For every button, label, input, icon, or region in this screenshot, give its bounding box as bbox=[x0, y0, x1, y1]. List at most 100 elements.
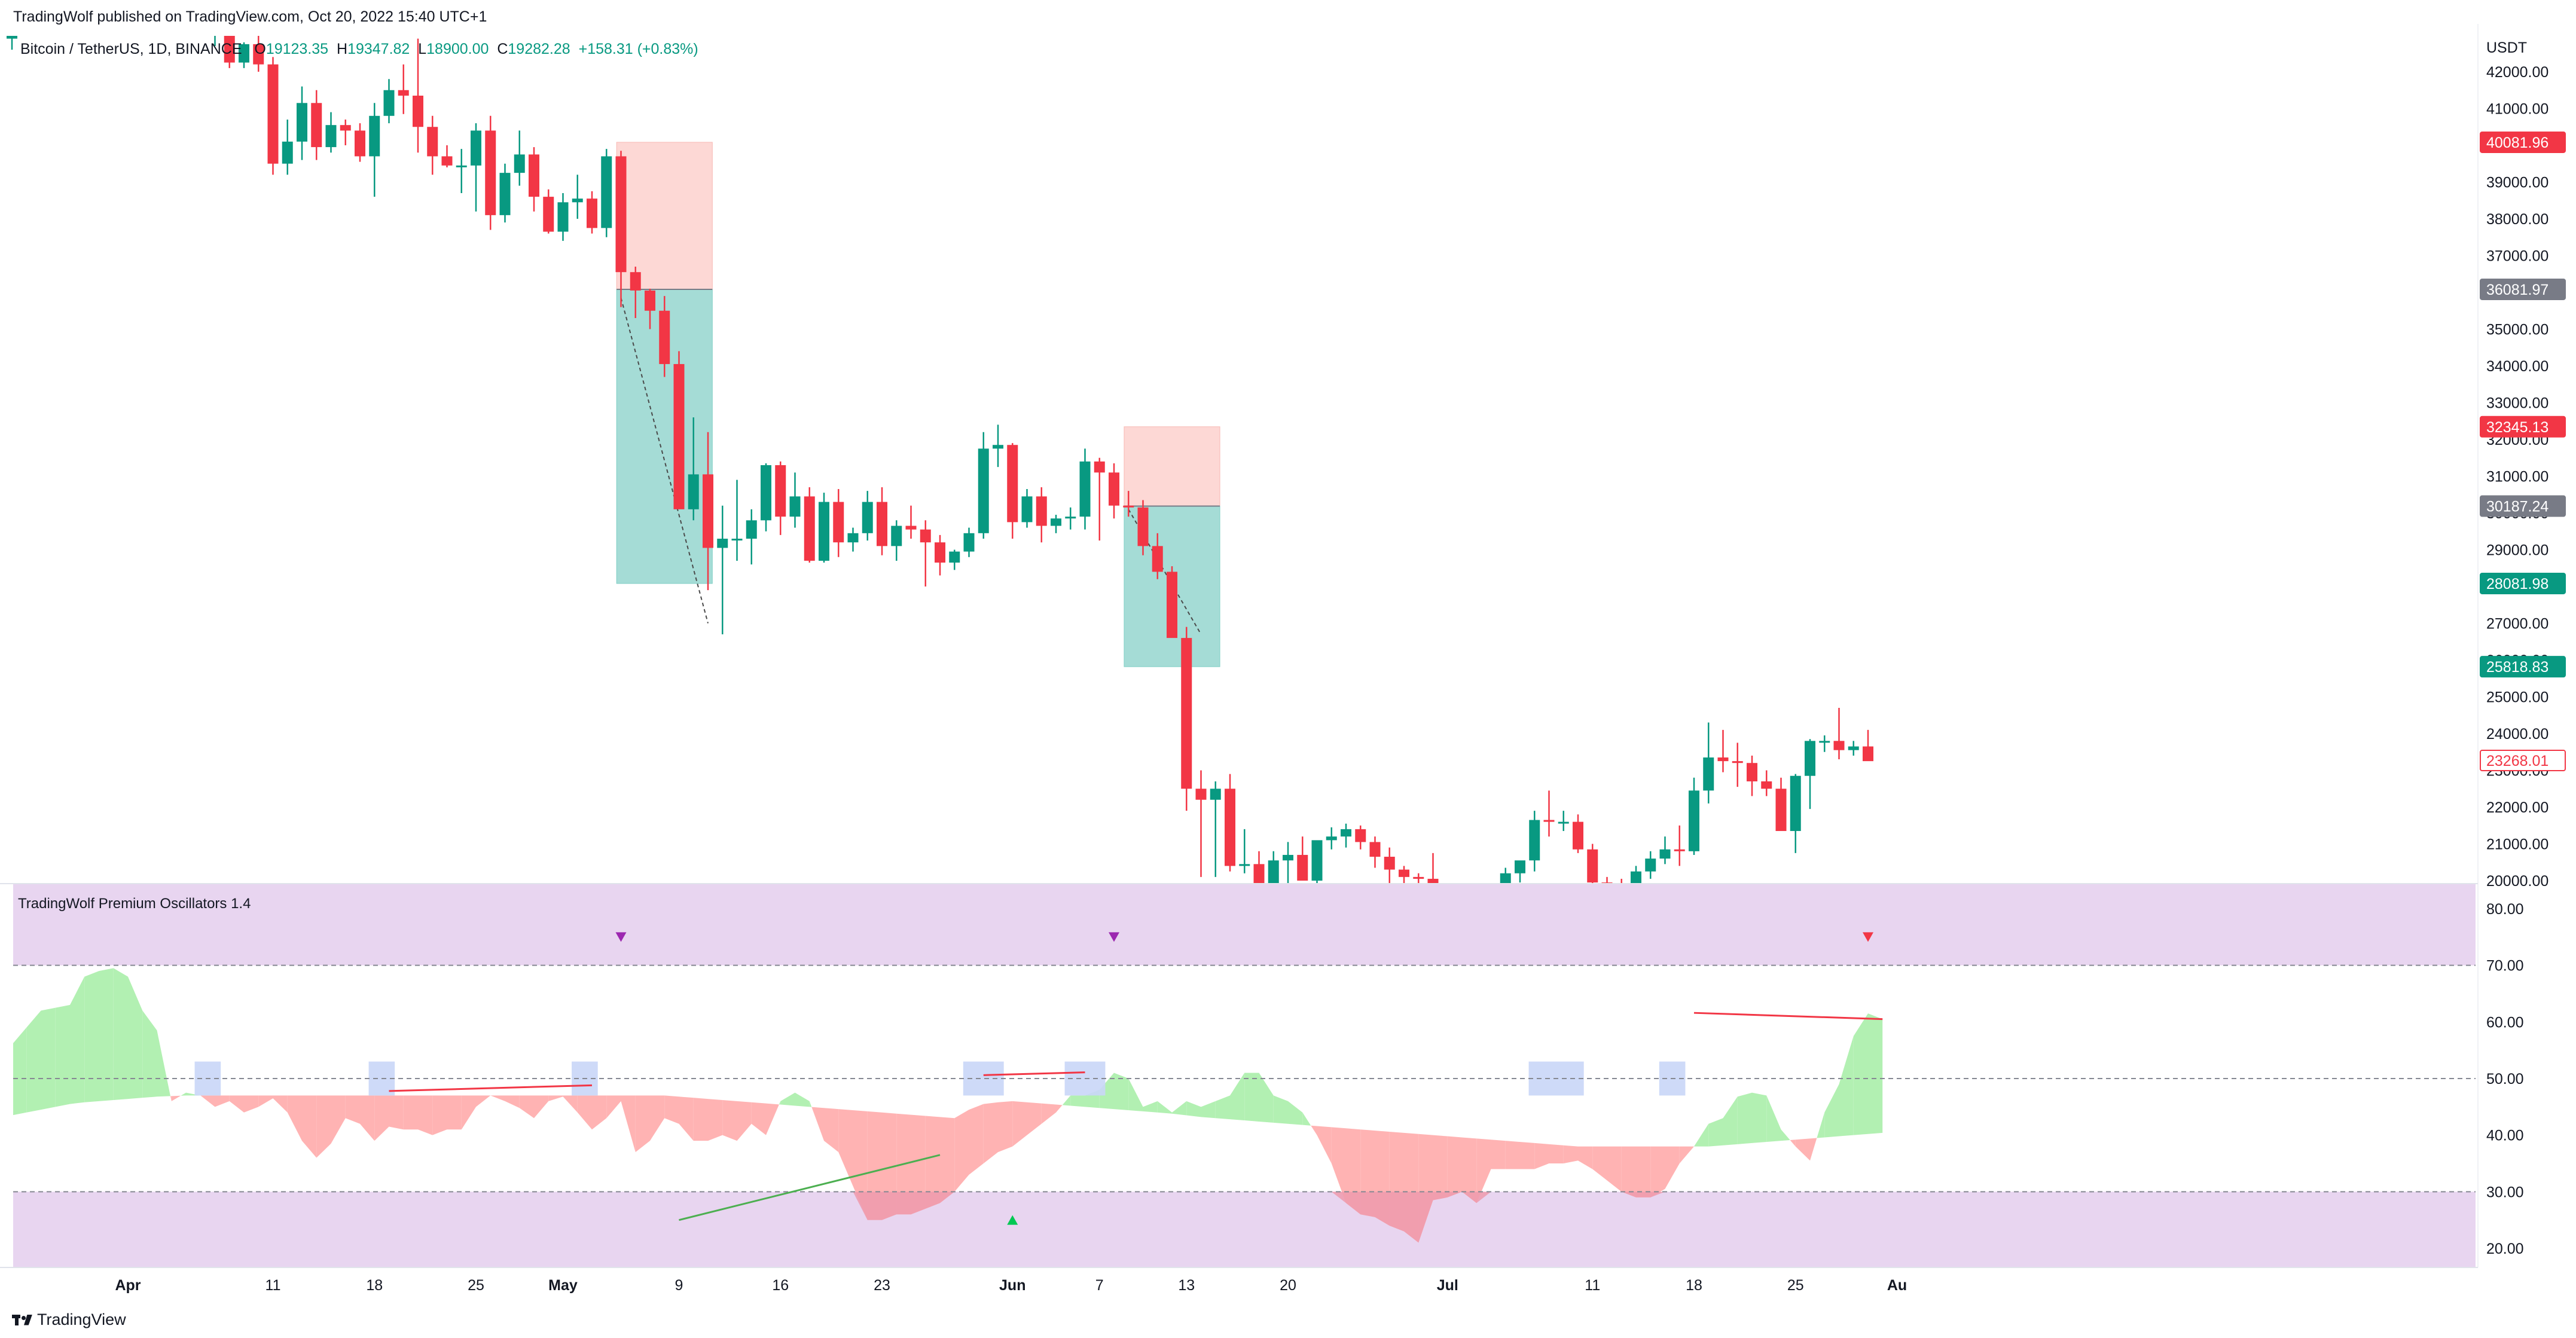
buy-signal-marker[interactable] bbox=[1007, 1215, 1018, 1225]
candle[interactable] bbox=[615, 151, 627, 307]
candle[interactable] bbox=[1253, 851, 1265, 969]
candle[interactable] bbox=[529, 147, 539, 212]
price-marker-label[interactable]: 30187.24 bbox=[2480, 495, 2566, 517]
candlestick-series[interactable] bbox=[7, 0, 1873, 969]
candle[interactable] bbox=[1500, 867, 1511, 915]
candle[interactable] bbox=[1355, 825, 1366, 850]
candle[interactable] bbox=[1833, 707, 1845, 760]
candle[interactable] bbox=[1036, 487, 1047, 543]
candle[interactable] bbox=[1775, 777, 1787, 831]
candle[interactable] bbox=[659, 296, 670, 377]
candle[interactable] bbox=[847, 527, 859, 552]
candle[interactable] bbox=[1181, 627, 1192, 811]
candle[interactable] bbox=[1558, 811, 1569, 831]
candle[interactable] bbox=[1761, 770, 1772, 796]
candle[interactable] bbox=[630, 266, 641, 319]
candle[interactable] bbox=[1123, 491, 1134, 517]
oscillator-pane[interactable] bbox=[0, 883, 2478, 1267]
candle[interactable] bbox=[297, 86, 307, 160]
candle[interactable] bbox=[1051, 515, 1061, 533]
candle[interactable] bbox=[833, 489, 844, 557]
candle[interactable] bbox=[1021, 489, 1033, 528]
symbol-legend[interactable]: Bitcoin / TetherUS, 1D, BINANCE O19123.3… bbox=[20, 41, 698, 58]
candle[interactable] bbox=[746, 509, 757, 565]
candle[interactable] bbox=[1529, 811, 1540, 872]
candle[interactable] bbox=[471, 123, 481, 212]
candle[interactable] bbox=[1703, 722, 1714, 804]
candle[interactable] bbox=[978, 432, 989, 539]
oscillator-title[interactable]: TradingWolf Premium Oscillators 1.4 bbox=[18, 896, 251, 912]
price-marker-label[interactable]: 28081.98 bbox=[2480, 572, 2566, 594]
candle[interactable] bbox=[499, 163, 511, 223]
candle[interactable] bbox=[398, 64, 409, 114]
candle[interactable] bbox=[441, 145, 453, 167]
candle[interactable] bbox=[1239, 829, 1250, 873]
candle[interactable] bbox=[1645, 851, 1656, 879]
position-tools[interactable] bbox=[616, 142, 1220, 667]
candle[interactable] bbox=[543, 189, 554, 234]
sell-signal-marker[interactable] bbox=[615, 932, 627, 942]
candle[interactable] bbox=[1384, 847, 1395, 888]
candle[interactable] bbox=[1848, 741, 1859, 756]
candle[interactable] bbox=[1573, 814, 1583, 853]
candle[interactable] bbox=[1007, 443, 1018, 539]
candle[interactable] bbox=[1137, 500, 1149, 555]
candle[interactable] bbox=[717, 505, 728, 634]
candle[interactable] bbox=[1341, 823, 1351, 848]
candle[interactable] bbox=[572, 175, 583, 219]
symbol-name[interactable]: Bitcoin / TetherUS, 1D, BINANCE bbox=[20, 41, 242, 57]
candle[interactable] bbox=[819, 493, 829, 563]
candle[interactable] bbox=[703, 432, 713, 591]
candle[interactable] bbox=[1109, 463, 1119, 519]
candle[interactable] bbox=[920, 520, 931, 586]
candle[interactable] bbox=[557, 193, 569, 241]
candle[interactable] bbox=[427, 115, 438, 175]
oscillator-axis[interactable]: 80.00 70.00 60.00 50.00 40.00 30.00 20.00 bbox=[2486, 901, 2524, 1257]
tradingview-brand[interactable]: TradingView bbox=[12, 1310, 126, 1329]
candle[interactable] bbox=[1369, 836, 1381, 868]
candle[interactable] bbox=[935, 534, 945, 576]
candle[interactable] bbox=[325, 112, 337, 153]
candle[interactable] bbox=[1167, 566, 1177, 639]
candle[interactable] bbox=[210, 2, 221, 46]
candle[interactable] bbox=[1790, 774, 1801, 853]
candle[interactable] bbox=[1717, 729, 1729, 772]
candle[interactable] bbox=[789, 472, 801, 528]
price-axis[interactable]: USDT42000.0041000.0040000.0039000.003800… bbox=[2477, 24, 2566, 1267]
candle[interactable] bbox=[1297, 836, 1308, 881]
candle[interactable] bbox=[311, 90, 322, 160]
candle[interactable] bbox=[1747, 755, 1757, 796]
candle[interactable] bbox=[1805, 739, 1815, 809]
candle[interactable] bbox=[239, 42, 249, 68]
sell-signal-marker[interactable] bbox=[1109, 932, 1119, 942]
candle[interactable] bbox=[456, 149, 467, 193]
candle[interactable] bbox=[993, 424, 1003, 468]
candle[interactable] bbox=[340, 119, 351, 145]
price-pane[interactable] bbox=[7, 0, 1873, 969]
price-marker-label[interactable]: 32345.13 bbox=[2480, 416, 2566, 438]
price-marker-label[interactable]: 40081.96 bbox=[2480, 131, 2566, 153]
candle[interactable] bbox=[877, 487, 887, 555]
candle[interactable] bbox=[1427, 853, 1439, 905]
sell-signal-marker[interactable] bbox=[1863, 932, 1873, 942]
candle[interactable] bbox=[1195, 770, 1207, 877]
candle[interactable] bbox=[282, 119, 293, 175]
candle[interactable] bbox=[949, 549, 960, 570]
candle[interactable] bbox=[1079, 448, 1091, 530]
candle[interactable] bbox=[224, 2, 235, 68]
candle[interactable] bbox=[1543, 790, 1555, 837]
candle[interactable] bbox=[1413, 873, 1424, 887]
candle[interactable] bbox=[587, 191, 597, 234]
candle[interactable] bbox=[1863, 729, 1873, 762]
candle[interactable] bbox=[1674, 825, 1685, 866]
candle[interactable] bbox=[688, 417, 699, 521]
candle[interactable] bbox=[1326, 827, 1337, 850]
candle[interactable] bbox=[1210, 781, 1221, 877]
candle[interactable] bbox=[413, 38, 423, 153]
candle[interactable] bbox=[369, 103, 380, 197]
candle[interactable] bbox=[862, 491, 873, 541]
candle[interactable] bbox=[1732, 743, 1743, 787]
position-risk-zone[interactable] bbox=[1124, 426, 1220, 506]
candle[interactable] bbox=[1225, 774, 1235, 872]
